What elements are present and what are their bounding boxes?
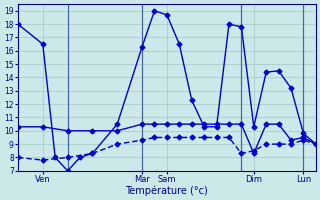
X-axis label: Température (°c): Température (°c) [125,185,208,196]
